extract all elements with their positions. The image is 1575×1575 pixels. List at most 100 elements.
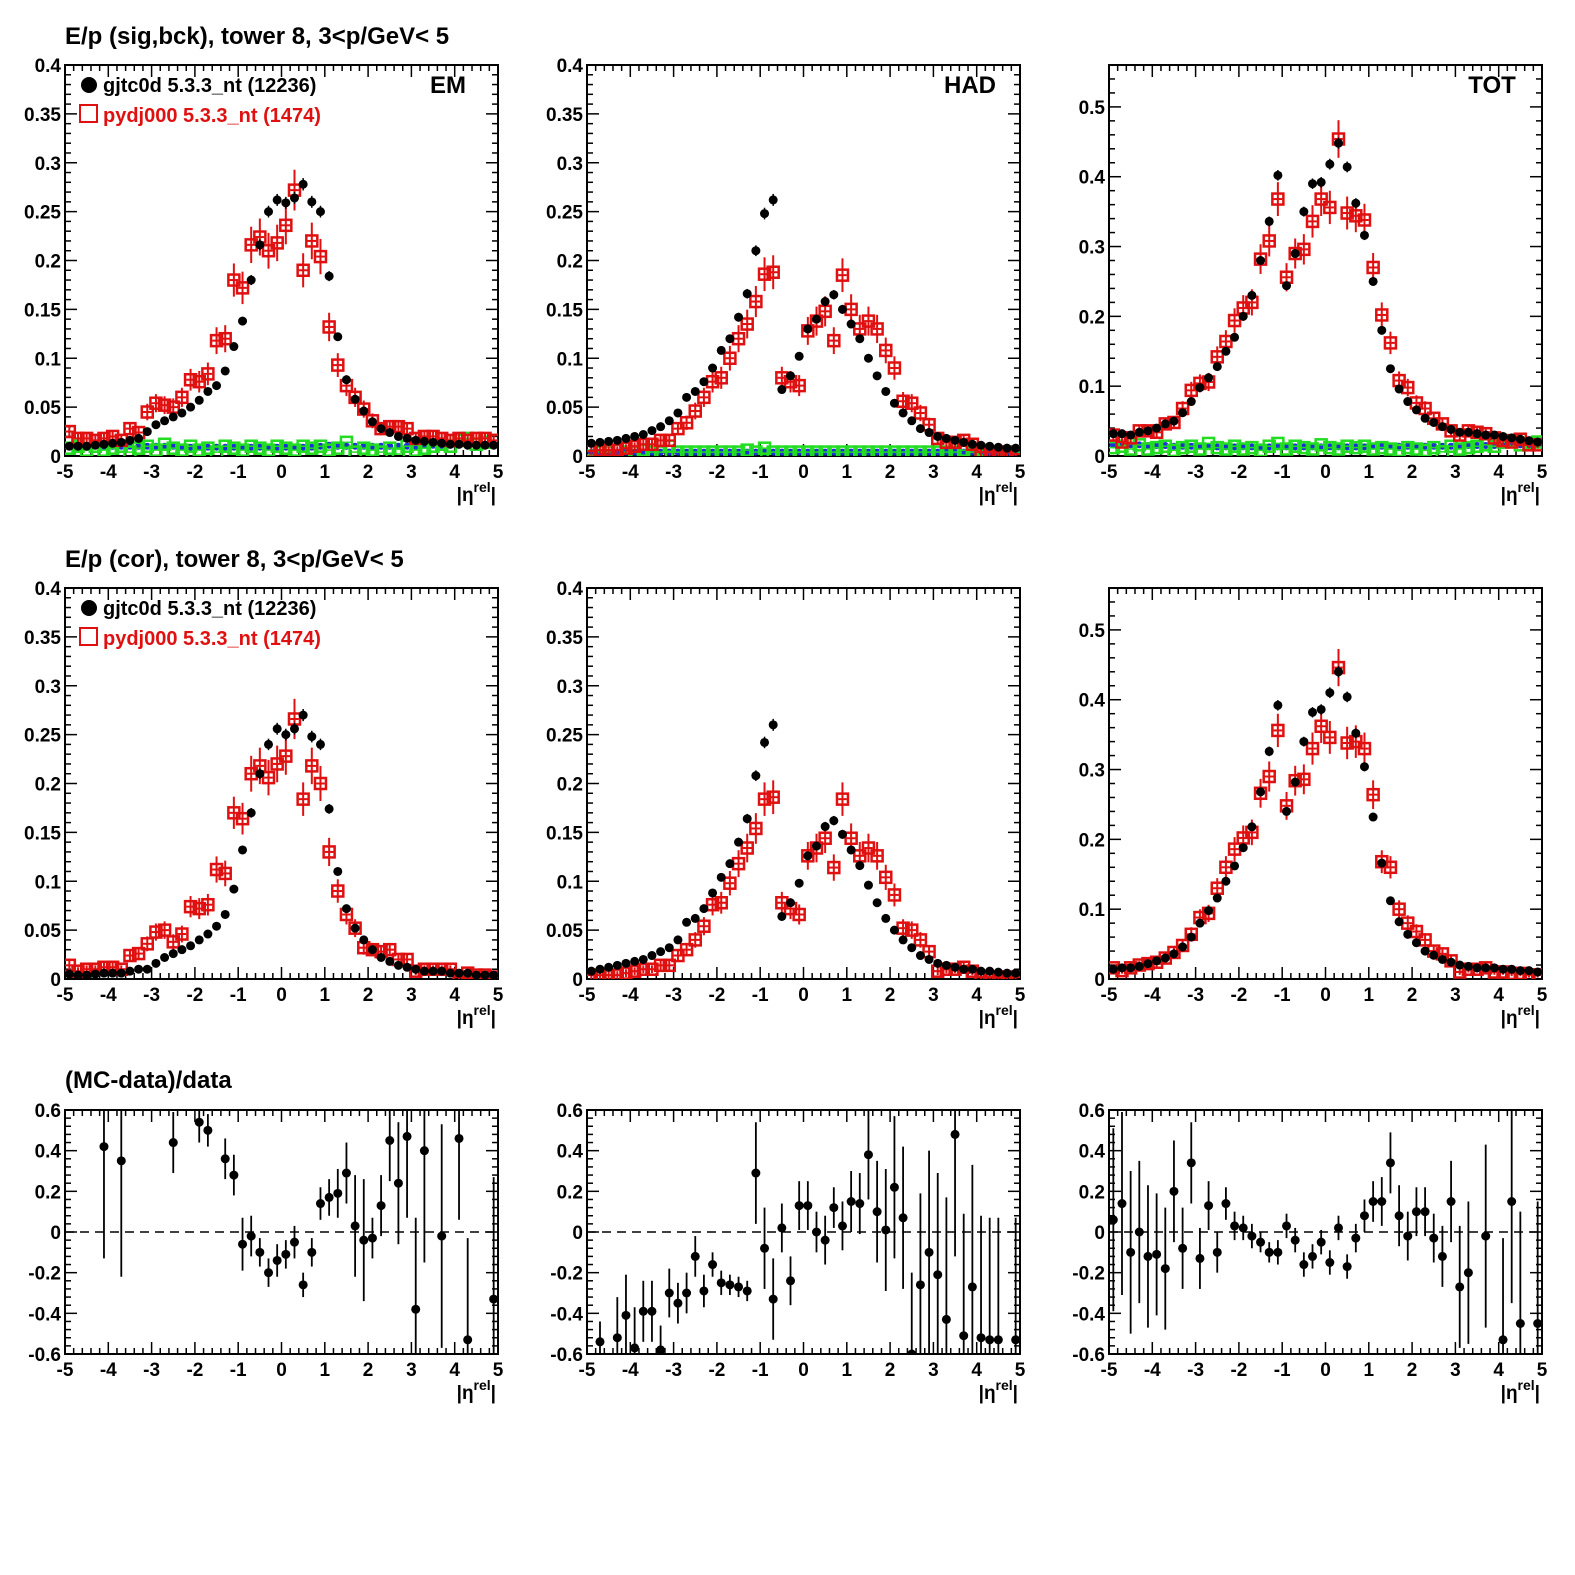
bkg-mc-point [1392,443,1406,456]
y-tick-label: 0.35 [24,628,61,649]
y-tick-label: 0.05 [24,921,61,942]
ratio-point [1186,1158,1196,1168]
data-point [820,822,830,832]
data-point [768,720,778,730]
ratio-point [656,1345,666,1354]
data-point [881,386,891,396]
x-axis-title: |ηrel| [1501,1002,1540,1029]
ratio-point [1256,1237,1266,1247]
y-tick-label: 0.05 [24,398,61,419]
x-tick-label: 0 [1320,462,1331,483]
data-point [993,442,1003,452]
legend: gjtc0d 5.3.3_nt (12236) pydj000 5.3.3_nt … [79,598,321,650]
mc-point [1392,902,1406,916]
ratio-point [1143,1251,1153,1261]
data-point [1420,946,1430,956]
y-tick-label: 0.05 [546,398,583,419]
legend-mc-label: pydj000 5.3.3_nt (1474) [103,105,321,127]
data-point [489,440,498,450]
data-point [1351,198,1361,208]
data-point [108,968,118,978]
data-layer [1109,120,1542,456]
x-tick-label: -5 [1101,462,1118,483]
y-tick-label: -0.4 [550,1304,583,1325]
mc-point [201,897,215,912]
x-axis-title-main: |η [457,1008,474,1029]
x-tick-label: 0 [798,985,809,1006]
x-tick-label: -2 [708,985,725,1006]
data-point [264,739,274,749]
data-point [950,962,960,972]
mc-point [140,405,155,419]
data-point [924,954,934,964]
ratio-point [463,1335,473,1345]
y-tick-label: -0.4 [1072,1304,1105,1325]
mc-point [792,907,806,922]
mc-point [1375,308,1389,322]
y-tick-label: 0 [572,447,583,468]
data-point [246,275,256,285]
x-tick-label: -1 [1274,985,1291,1006]
x-tick-label: -1 [752,985,769,1006]
mc-point [801,849,815,863]
data-point [1411,405,1421,415]
ratio-point [238,1239,248,1249]
data-point [272,195,282,205]
data-point [471,970,481,979]
y-tick-label: -0.6 [28,1345,61,1366]
data-point [1126,430,1136,440]
ratio-point [950,1129,960,1139]
bkg-mc-point [235,443,250,456]
mc-point [645,962,659,976]
panel-label-had: HAD [944,72,996,99]
data-point [1169,949,1179,959]
panel-ratio-had: -5 -4 -3 -2 -1 0 1 2 3 4 5 -0.6 -0.4 -0.2 0 0.2 0.4 0.6 |η… [550,1101,1025,1404]
y-tick-label: 0.3 [557,677,583,698]
data-point [1342,162,1352,172]
y-tick-label: 0 [50,970,61,991]
y-tick-label: 0.4 [1079,691,1106,712]
data-point [630,431,640,441]
y-tick-label: 0.2 [1079,307,1105,328]
data-point [1368,276,1378,286]
ratio-point [1109,1215,1118,1225]
data-point [768,195,778,205]
x-tick-label: 5 [1537,985,1548,1006]
x-tick-label: 5 [1015,462,1026,483]
bkg-mc-point [1201,436,1216,451]
data-point [794,878,804,888]
mc-point [1271,192,1285,206]
y-tick-label: -0.2 [1072,1264,1105,1285]
y-tick-label: 0.2 [35,775,61,796]
plot-frame [586,64,1021,457]
bkg-mc-point [279,441,293,455]
ratio-point [794,1201,804,1211]
bkg-mc-point [227,441,241,455]
data-point [1195,383,1205,393]
x-tick-label: -1 [752,1360,769,1381]
data-point [1325,688,1335,698]
y-tick-label: 0.2 [1079,830,1105,851]
x-tick-label: 3 [406,1360,417,1381]
x-tick-label: 4 [449,462,460,483]
data-point [1455,427,1465,437]
ratio-point [820,1235,830,1245]
x-tick-label: 3 [406,462,417,483]
mc-point [870,849,884,863]
data-point [1109,429,1118,439]
data-point [1290,249,1300,259]
data-point [1212,362,1222,372]
mc-point [123,948,137,963]
data-point [898,935,908,945]
data-point [90,969,100,979]
data-point [1282,806,1292,816]
x-tick-label: -2 [708,462,725,483]
y-tick-label: 0.6 [1079,1101,1105,1122]
x-tick-label: -1 [1274,462,1291,483]
data-point [976,440,986,450]
y-tick-label: 0.15 [24,300,61,321]
x-axis-title-end: | [1535,485,1540,506]
data-point [1002,443,1012,453]
data-layer [1109,1110,1542,1354]
y-tick-label: 0.35 [546,628,583,649]
